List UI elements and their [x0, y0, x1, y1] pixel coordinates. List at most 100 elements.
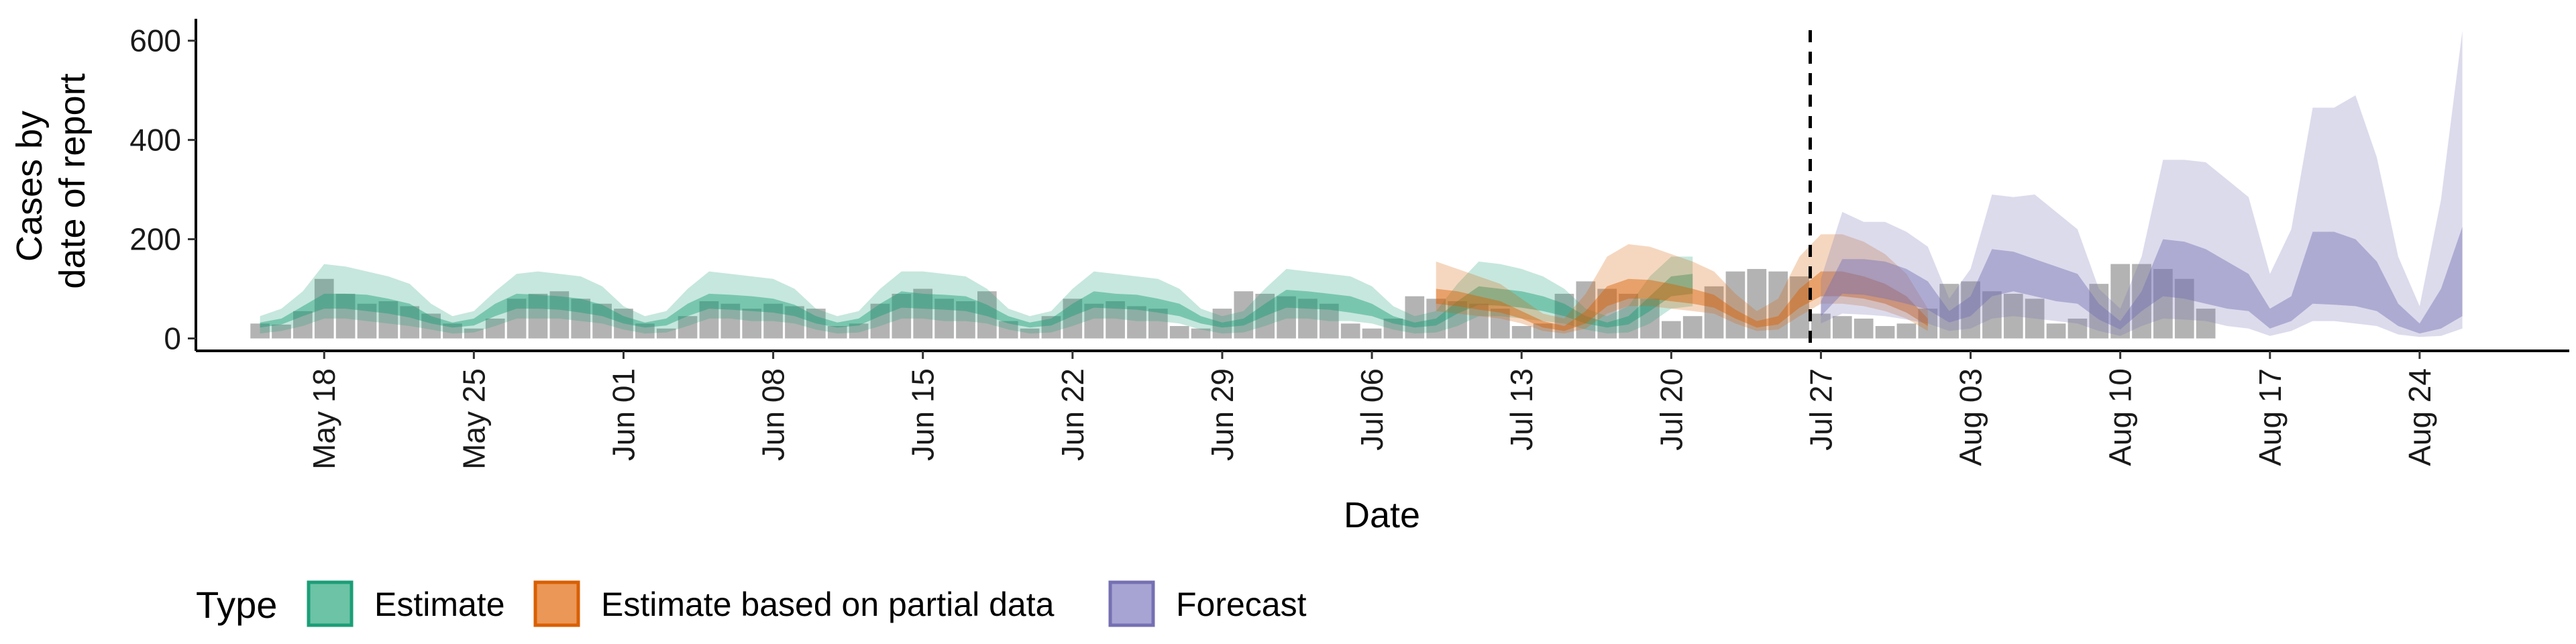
case-bar	[506, 299, 527, 339]
case-bar	[1961, 281, 1980, 339]
case-bar	[1875, 326, 1895, 339]
case-bar	[1212, 309, 1232, 339]
y-tick-label: 200	[129, 222, 181, 257]
case-bar	[1619, 293, 1638, 339]
x-tick-label: Jul 06	[1354, 368, 1389, 451]
x-tick-label: Jun 15	[906, 368, 941, 461]
case-bar	[892, 293, 912, 339]
case-bar	[1811, 313, 1831, 339]
case-bar	[1768, 271, 1788, 339]
case-bar	[1234, 291, 1254, 339]
case-bar	[1426, 299, 1446, 339]
estimate-legend-label: Estimate	[374, 586, 505, 623]
estimate-inner-band	[260, 274, 1693, 328]
case-bar	[763, 303, 783, 339]
forecast-legend-label: Forecast	[1176, 586, 1307, 623]
case-bar	[1169, 326, 1189, 339]
y-tick-label: 0	[164, 321, 181, 356]
forecast-legend-swatch	[1108, 580, 1155, 627]
case-bar	[1277, 296, 1296, 339]
y-tick-label: 600	[129, 23, 181, 58]
estimate-legend-swatch	[307, 580, 354, 627]
case-bar	[1405, 296, 1425, 339]
case-bar	[549, 291, 570, 339]
case-bar	[2132, 264, 2151, 339]
case-bar	[485, 318, 505, 339]
case-bar	[1704, 286, 1724, 339]
case-bar	[1725, 271, 1746, 339]
x-tick-label: Jun 22	[1055, 368, 1090, 461]
case-bar	[1511, 326, 1532, 339]
case-bar	[998, 321, 1018, 339]
estimate-outer-band	[260, 256, 1693, 334]
x-tick-label: May 18	[307, 368, 341, 470]
case-bar	[335, 293, 356, 339]
forecast-outer-band	[1821, 30, 2463, 337]
case-bar	[678, 316, 698, 339]
x-tick-label: Jul 20	[1654, 368, 1688, 451]
case-bar	[1106, 301, 1125, 339]
y-axis-title-line-2: date of report	[52, 73, 93, 288]
case-bar	[720, 303, 741, 339]
x-tick-label: Jul 13	[1504, 368, 1539, 451]
case-bar	[2089, 284, 2109, 339]
case-bar	[1682, 316, 1703, 339]
case-bar	[913, 288, 933, 339]
case-bar	[1340, 323, 1360, 339]
case-bar	[827, 326, 847, 339]
forecast-inner-band	[1821, 227, 2463, 334]
x-tick-label: Aug 03	[1953, 368, 1988, 466]
case-bar	[614, 309, 633, 339]
case-bar	[293, 311, 313, 339]
case-bar	[2003, 293, 2023, 339]
case-bar	[314, 278, 334, 339]
case-bar	[1469, 303, 1489, 339]
case-bar	[2068, 318, 2088, 339]
x-axis-title: Date	[1344, 495, 1420, 535]
case-bar	[1127, 306, 1146, 339]
x-tick-label: Jun 29	[1205, 368, 1240, 461]
case-bar	[1790, 276, 1809, 339]
x-tick-label: Jun 08	[756, 368, 791, 461]
case-bar	[785, 306, 804, 339]
legend: Type Estimate Estimate based on partial d…	[196, 580, 1307, 627]
y-tick-label: 400	[129, 123, 181, 158]
case-bar	[1640, 299, 1660, 339]
case-bar	[250, 323, 270, 339]
case-bar	[592, 303, 612, 339]
case-bar	[1191, 328, 1211, 339]
case-bar	[2174, 278, 2194, 339]
axes	[195, 19, 2569, 352]
case-bar	[1533, 323, 1553, 339]
x-tick-label: Jun 01	[606, 368, 641, 461]
case-bar	[1832, 316, 1852, 339]
case-bar	[443, 323, 462, 339]
case-bar	[977, 291, 997, 339]
x-tick-label: Jul 27	[1803, 368, 1838, 451]
case-bar	[1448, 301, 1467, 339]
estimate-based-on-partial-data-inner-band	[1436, 271, 1928, 331]
case-bar	[1982, 291, 2002, 339]
case-bar	[528, 293, 548, 339]
case-bar	[1383, 318, 1403, 339]
case-bar	[1255, 293, 1275, 339]
case-bar	[849, 323, 869, 339]
case-bar	[2153, 268, 2173, 339]
case-bar	[1918, 309, 1938, 339]
case-bar	[571, 299, 591, 339]
case-bar	[1854, 318, 1874, 339]
estimate-based-on-partial-data-outer-band	[1436, 234, 1928, 334]
case-bar	[1576, 281, 1596, 339]
x-axis-ticks: May 18 May 25 Jun 01 Jun 08 Jun 15 Jun 22 Jun …	[307, 351, 2437, 470]
y-axis-title: Cases by date of report	[9, 73, 93, 288]
estimate-ribbons	[260, 30, 2463, 337]
case-bar	[2025, 299, 2045, 339]
case-bar	[1661, 321, 1681, 339]
case-bar	[1148, 309, 1168, 339]
case-bar	[1939, 284, 1960, 339]
estimate-based-on-partial-data-legend-label: Estimate based on partial data	[601, 586, 1055, 623]
x-tick-label: Aug 24	[2402, 368, 2437, 466]
case-bar	[1490, 309, 1510, 339]
case-bar	[464, 328, 484, 339]
